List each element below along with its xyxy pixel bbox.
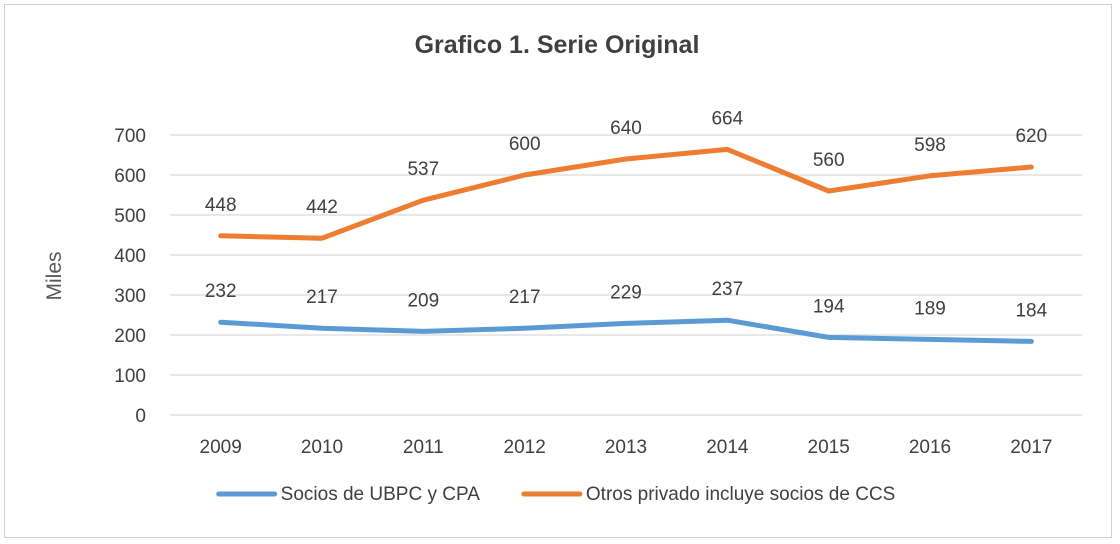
data-label: 442 xyxy=(306,197,338,218)
data-label: 189 xyxy=(914,298,946,319)
data-label: 664 xyxy=(711,108,743,129)
data-label: 448 xyxy=(205,195,237,216)
data-label: 232 xyxy=(205,281,237,302)
data-label: 560 xyxy=(813,150,845,171)
x-tick-label: 2017 xyxy=(1010,437,1052,458)
data-labels: 232 217 209 217 229 237 194 189 184 448 442 537 600 6… xyxy=(205,108,1048,321)
y-tick-label: 400 xyxy=(114,246,146,267)
y-tick-label: 300 xyxy=(114,286,146,307)
x-tick-label: 2011 xyxy=(403,437,444,458)
data-label: 620 xyxy=(1015,126,1047,147)
data-label: 600 xyxy=(509,134,541,155)
data-label: 237 xyxy=(711,279,743,300)
data-label: 184 xyxy=(1015,300,1047,321)
legend-entry-2: Otros privado incluye socios de CCS xyxy=(586,484,895,505)
series-line-2 xyxy=(218,146,1034,241)
data-label: 640 xyxy=(610,118,642,139)
legend: Socios de UBPC y CPA Otros privado incluy… xyxy=(216,484,895,505)
series-lines xyxy=(218,146,1034,344)
chart-frame xyxy=(4,4,1112,538)
legend-entry-1: Socios de UBPC y CPA xyxy=(281,484,481,505)
x-tick-label: 2014 xyxy=(706,437,749,458)
data-label: 209 xyxy=(407,290,439,311)
gridlines xyxy=(170,134,1082,416)
y-tick-label: 100 xyxy=(114,366,146,387)
y-tick-label: 700 xyxy=(114,126,146,147)
x-tick-label: 2010 xyxy=(301,437,343,458)
x-axis-ticks: 2009 2010 2011 2012 2013 2014 2015 2016 2017 xyxy=(200,437,1053,458)
x-tick-label: 2015 xyxy=(808,437,850,458)
x-tick-label: 2009 xyxy=(200,437,242,458)
y-axis-label: Miles xyxy=(43,251,66,300)
data-label: 217 xyxy=(306,287,338,308)
data-label: 537 xyxy=(407,159,439,180)
data-label: 598 xyxy=(914,135,946,156)
x-tick-label: 2013 xyxy=(605,437,647,458)
y-tick-label: 600 xyxy=(114,166,146,187)
data-label: 229 xyxy=(610,282,642,303)
y-tick-label: 200 xyxy=(114,326,146,347)
data-label: 217 xyxy=(509,287,541,308)
series-line-1 xyxy=(218,317,1034,344)
chart-title: Grafico 1. Serie Original xyxy=(415,31,700,59)
y-tick-label: 0 xyxy=(135,406,146,427)
data-label: 194 xyxy=(813,296,845,317)
x-tick-label: 2016 xyxy=(909,437,951,458)
x-tick-label: 2012 xyxy=(504,437,546,458)
y-tick-label: 500 xyxy=(114,206,146,227)
y-axis-ticks: 0 100 200 300 400 500 600 700 xyxy=(114,126,146,427)
